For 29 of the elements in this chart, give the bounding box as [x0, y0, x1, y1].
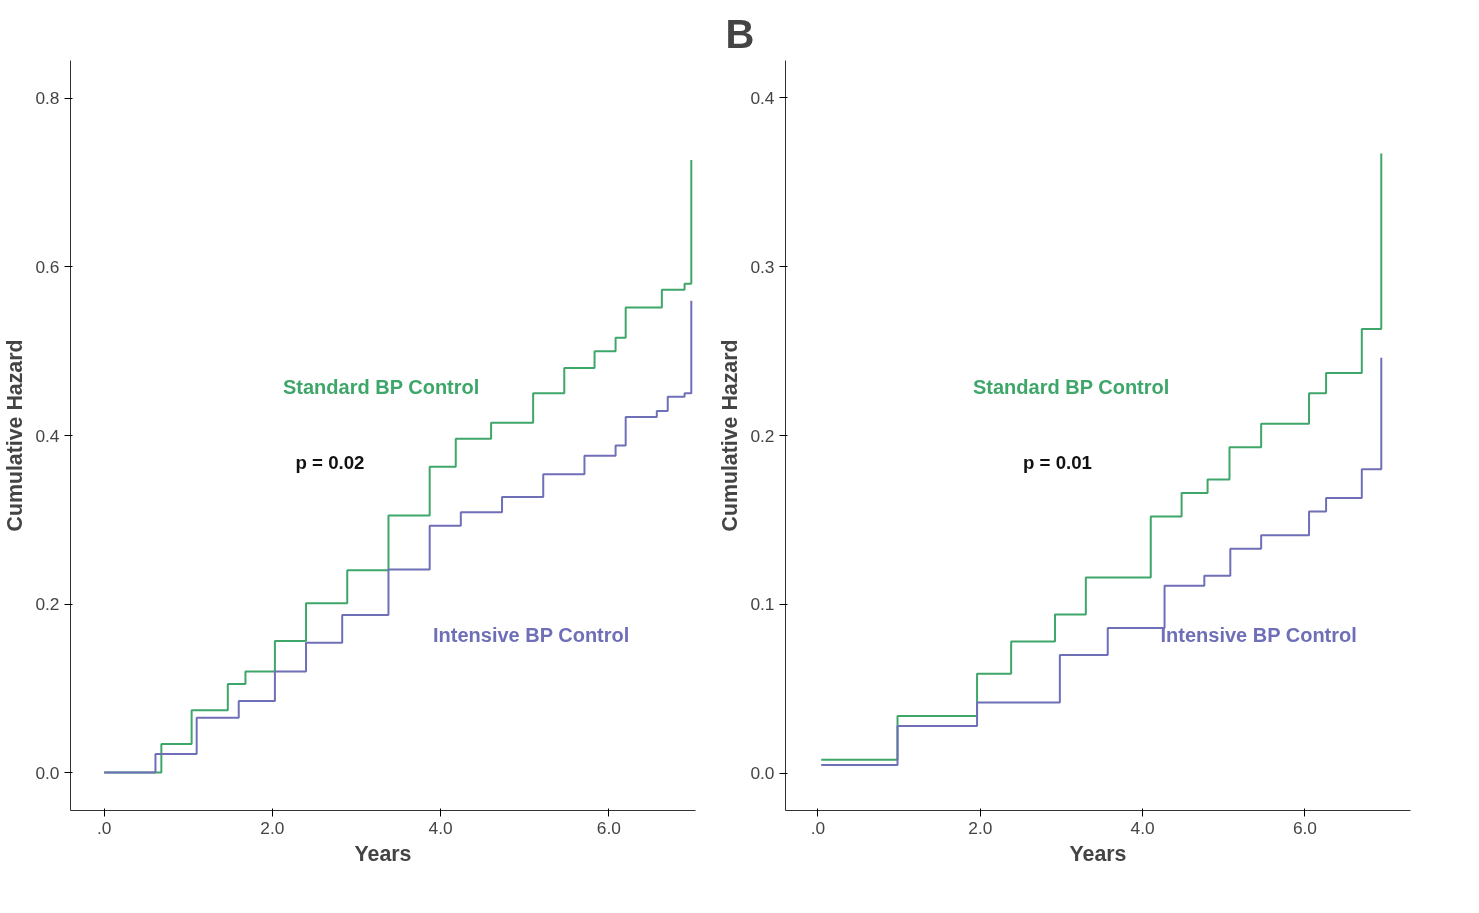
y-tick-label: 0.0 [750, 763, 775, 784]
annotation: p = 0.01 [1023, 452, 1092, 473]
y-tick-label: 0.2 [750, 425, 775, 446]
x-tick-label: 6.0 [596, 817, 621, 838]
x-tick-label: 4.0 [1130, 817, 1155, 838]
text: Standard BP Control [973, 376, 1170, 398]
x-tick-label: .0 [96, 817, 112, 838]
x-axis-title: Years [1069, 841, 1127, 866]
y-axis-title: Cumulative Hazard [3, 339, 28, 532]
x-tick-label: 6.0 [1292, 817, 1318, 838]
series-label: Standard BP Control [283, 376, 480, 398]
x-tick-label: 2.0 [260, 817, 285, 838]
x-tick-label: 4.0 [428, 817, 453, 838]
y-tick-label: 0.0 [35, 762, 60, 783]
y-tick-label: 0.6 [35, 256, 60, 277]
annotation: p = 0.02 [295, 452, 365, 473]
x-tick-label: .0 [810, 817, 826, 838]
series-label: Intensive BP Control [1160, 623, 1357, 646]
y-tick-label: 0.4 [750, 87, 775, 108]
y-axis-title: Cumulative Hazard [718, 339, 743, 532]
y-tick-label: 0.3 [750, 256, 775, 277]
chart-title: B [725, 11, 755, 56]
y-tick-label: 0.4 [35, 425, 60, 446]
y-tick-label: 0.1 [750, 594, 775, 615]
x-tick-label: 2.0 [968, 817, 993, 838]
x-axis-title: Years [354, 841, 412, 866]
text: Intensive BP Control [433, 623, 630, 646]
y-tick-label: 0.8 [35, 88, 60, 109]
y-tick-label: 0.2 [35, 594, 60, 615]
